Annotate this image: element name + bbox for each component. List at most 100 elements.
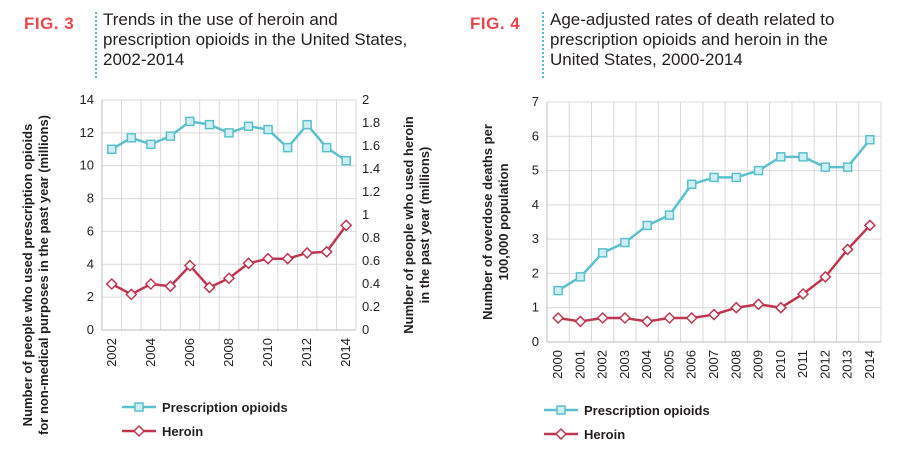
y-tick-label: 2 (87, 289, 94, 304)
data-point-prescription-opioids (282, 142, 293, 153)
x-tick-label: 2006 (182, 338, 197, 367)
x-tick-label: 2012 (817, 350, 832, 379)
title-line: prescription opioids in the United State… (103, 30, 408, 49)
title-line: prescription opioids and heroin in the (550, 30, 828, 49)
data-point-heroin (144, 277, 157, 291)
y-tick-label: 12 (80, 125, 94, 140)
data-point-prescription-opioids (107, 144, 117, 155)
y2-tick-label: 0 (362, 322, 369, 337)
y2-tick-label: 0.2 (362, 299, 380, 314)
y2-axis-title: Number of people who used heroin (401, 116, 416, 333)
y-tick-label: 4 (532, 197, 539, 212)
data-point-heroin (183, 259, 196, 272)
data-point-heroin (685, 311, 698, 325)
legend-label: Prescription opioids (162, 400, 288, 415)
figure-title: Trends in the use of heroin and prescrip… (103, 10, 407, 70)
data-point-prescription-opioids (686, 179, 697, 190)
data-point-heroin (707, 308, 721, 321)
data-point-heroin (752, 298, 765, 311)
y2-tick-label: 0.4 (362, 276, 380, 291)
data-point-prescription-opioids (204, 119, 215, 130)
legend-label: Heroin (584, 427, 625, 442)
y2-tick-label: 2 (362, 92, 369, 107)
data-point-prescription-opioids (642, 220, 652, 231)
data-point-heroin (125, 288, 138, 301)
data-point-prescription-opioids (263, 124, 273, 135)
data-point-heroin (797, 287, 810, 301)
data-point-heroin (730, 301, 743, 314)
data-point-heroin (596, 311, 609, 325)
data-point-prescription-opioids (575, 272, 586, 282)
data-point-prescription-opioids (341, 156, 351, 166)
data-point-heroin (222, 272, 236, 285)
data-point-prescription-opioids (620, 237, 630, 248)
title-line: Age-adjusted rates of death related to (550, 10, 835, 29)
title-separator (95, 12, 97, 78)
data-point-prescription-opioids (865, 134, 875, 145)
chart-fig4: 0 1 2 3 4 5 6 7 2000 2001 2002 2003 2004 2005 2006 2007… (480, 94, 882, 442)
y2-axis-title: in the past year (millions) (417, 147, 432, 304)
data-point-heroin (242, 257, 255, 270)
title-line: United States, 2000-2014 (550, 50, 743, 69)
chart-fig3: 0 2 4 6 8 10 12 14 0 0.2 0.4 0.6 0.8 1 1.2 1.4 1.6 1.8 2 20… (20, 92, 432, 439)
y-axis-title: Number of people who used prescription o… (20, 124, 35, 427)
y2-tick-label: 1.8 (362, 115, 380, 130)
title-line: Trends in the use of heroin and (103, 10, 338, 29)
data-point-heroin (281, 252, 294, 265)
y2-tick-label: 1.4 (362, 161, 380, 176)
legend-marker (132, 424, 146, 438)
x-tick-label: 2010 (773, 350, 788, 379)
x-tick-label: 2013 (840, 350, 855, 379)
data-point-heroin (552, 311, 565, 325)
y-tick-label: 4 (87, 256, 94, 271)
y2-tick-label: 1 (362, 207, 369, 222)
x-tick-label: 2014 (862, 350, 877, 379)
y-tick-label: 7 (532, 94, 539, 109)
x-tick-label: 2006 (684, 350, 699, 379)
x-tick-label: 2001 (572, 350, 587, 379)
y-tick-label: 10 (80, 158, 94, 173)
data-point-prescription-opioids (224, 128, 234, 138)
x-tick-label: 2005 (661, 350, 676, 379)
y-tick-label: 5 (532, 163, 539, 178)
data-point-prescription-opioids (820, 162, 831, 172)
x-tick-label: 2011 (795, 350, 810, 378)
data-point-heroin (574, 315, 587, 328)
data-point-heroin (841, 243, 854, 256)
legend-label: Prescription opioids (584, 403, 710, 418)
data-point-prescription-opioids (185, 116, 195, 127)
x-tick-label: 2004 (143, 338, 158, 367)
x-tick-label: 2002 (104, 338, 119, 367)
x-tick-label: 2007 (706, 350, 721, 379)
data-point-heroin (340, 219, 353, 232)
data-point-heroin (105, 277, 118, 291)
data-point-prescription-opioids (709, 172, 719, 183)
data-point-heroin (663, 311, 676, 325)
y-tick-label: 2 (532, 265, 539, 280)
x-tick-label: 2008 (728, 350, 743, 379)
x-tick-label: 2002 (595, 350, 610, 379)
y-axis-title: for non-medical purposes in the past yea… (36, 115, 51, 435)
y-tick-label: 8 (87, 191, 94, 206)
x-tick-label: 2004 (639, 350, 654, 379)
data-point-heroin (320, 245, 333, 258)
data-point-prescription-opioids (753, 165, 764, 176)
y-tick-label: 1 (532, 300, 539, 315)
y2-tick-label: 1.6 (362, 138, 380, 153)
y-tick-label: 6 (532, 128, 539, 143)
data-point-prescription-opioids (664, 210, 675, 220)
title-separator (542, 12, 544, 78)
figure-label: FIG. 3 (24, 14, 75, 33)
data-point-heroin (203, 281, 216, 294)
data-point-heroin (774, 301, 787, 314)
y-tick-label: 14 (80, 92, 94, 107)
y-tick-label: 0 (87, 322, 94, 337)
data-point-heroin (262, 252, 275, 265)
figure-title: Age-adjusted rates of death related to p… (550, 10, 834, 70)
x-tick-label: 2010 (260, 338, 275, 367)
title-line: 2002-2014 (103, 50, 185, 69)
data-point-heroin (618, 311, 631, 325)
x-tick-label: 2000 (550, 350, 565, 379)
data-point-heroin (641, 315, 654, 328)
data-point-prescription-opioids (146, 139, 156, 150)
